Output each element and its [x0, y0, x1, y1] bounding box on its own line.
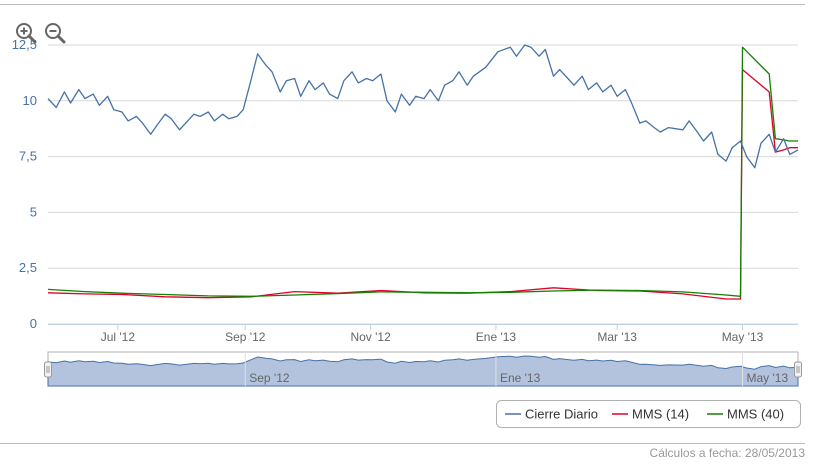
series-line-mms-40	[47, 46, 798, 297]
legend-box	[496, 400, 801, 428]
y-tick-label: 10	[23, 93, 37, 108]
x-tick-label: Jul '12	[101, 330, 136, 344]
x-tick-label: May '13	[722, 330, 764, 344]
legend-item-label[interactable]: Cierre Diario	[525, 407, 598, 422]
legend-item-label[interactable]: MMS (40)	[727, 407, 784, 422]
zoom-in-icon	[16, 23, 37, 44]
zoom-out-icon	[45, 23, 66, 44]
y-tick-label: 0	[30, 316, 37, 331]
navigator-handle-right[interactable]	[794, 361, 802, 378]
y-tick-label: 7,5	[19, 149, 37, 164]
bottom-divider	[0, 443, 805, 444]
zoom-out-button[interactable]	[44, 22, 66, 44]
y-tick-label: 12,5	[12, 37, 37, 52]
x-tick-label: Ene '13	[476, 330, 517, 344]
x-tick-label: Sep '12	[225, 330, 266, 344]
y-tick-label: 2,5	[19, 260, 37, 275]
legend-item-label[interactable]: MMS (14)	[632, 407, 689, 422]
y-tick-label: 5	[30, 204, 37, 219]
navigator-label: Ene '13	[500, 371, 541, 385]
navigator-label: May '13	[747, 371, 789, 385]
calculation-date-note: Cálculos a fecha: 28/05/2013	[649, 446, 805, 460]
x-tick-label: Nov '12	[350, 330, 391, 344]
top-divider	[0, 4, 805, 5]
navigator-area	[47, 355, 799, 387]
series-line-cierre-diario	[47, 44, 799, 169]
navigator-label: Sep '12	[249, 371, 290, 385]
series-line-mms-14	[47, 68, 798, 300]
navigator-handle-left[interactable]	[44, 361, 52, 378]
x-tick-label: Mar '13	[597, 330, 637, 344]
zoom-in-button[interactable]	[15, 22, 37, 44]
